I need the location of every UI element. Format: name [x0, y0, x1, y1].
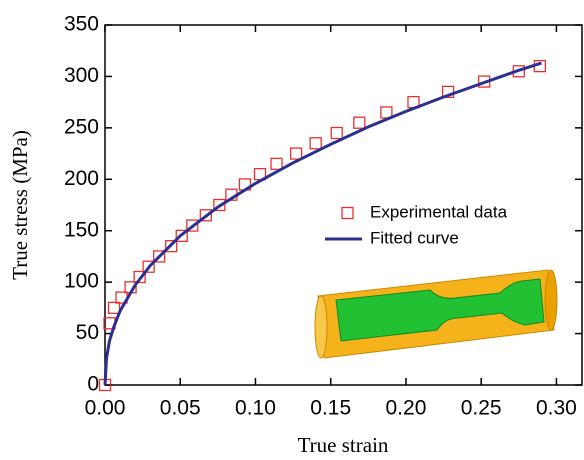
data-point: [309, 137, 322, 150]
data-point: [270, 157, 283, 171]
y-tick-label: 250: [64, 115, 99, 138]
data-point: [289, 147, 303, 160]
y-tick-label: 150: [64, 218, 99, 241]
data-point: [199, 209, 212, 222]
y-axis-title: True stress (MPa): [8, 130, 32, 280]
plot-frame: [104, 24, 583, 386]
dogbone: [335, 278, 545, 342]
tube-end: [314, 295, 328, 359]
data-point: [165, 239, 178, 253]
data-point: [186, 219, 199, 232]
x-tick-label: 0.25: [461, 397, 502, 420]
x-tick-label: 0.15: [310, 397, 351, 420]
data-point: [175, 229, 188, 243]
y-tick-label: 100: [64, 270, 99, 293]
y-tick-label: 50: [76, 321, 99, 344]
data-point: [330, 126, 343, 140]
tube-end: [544, 269, 558, 331]
x-tick-label: 0.20: [386, 397, 427, 420]
x-tick-label: 0.00: [85, 397, 126, 420]
data-point: [153, 250, 166, 263]
y-tick-label: 300: [64, 64, 99, 87]
data-point: [133, 270, 146, 284]
data-point: [142, 260, 155, 273]
x-axis-title: True strain: [298, 433, 389, 457]
legend-label: Experimental data: [370, 202, 508, 221]
x-tick-label: 0.10: [235, 397, 276, 420]
inset-specimen: [314, 269, 558, 359]
data-point: [353, 116, 366, 129]
legend-label: Fitted curve: [370, 228, 459, 247]
y-tick-label: 0: [87, 373, 99, 396]
data-point: [107, 301, 121, 315]
x-tick-label: 0.30: [536, 397, 577, 420]
y-tick-label: 200: [64, 167, 99, 190]
data-point: [213, 198, 226, 212]
legend-symbol: [341, 206, 354, 220]
x-tick-label: 0.05: [160, 397, 201, 420]
y-tick-label: 350: [64, 13, 99, 36]
fitted-line: [103, 61, 542, 386]
